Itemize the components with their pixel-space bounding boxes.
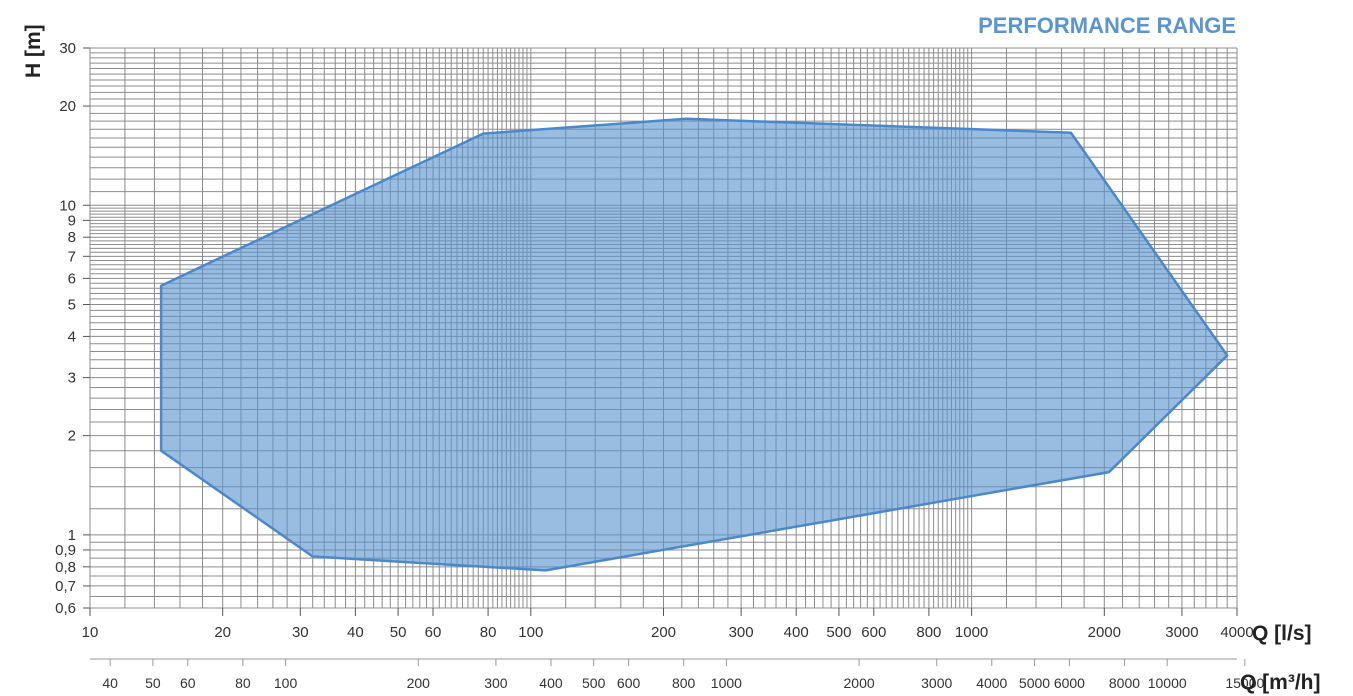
x2-tick-label: 300 (484, 675, 508, 691)
y-tick-label: 0,7 (55, 578, 76, 595)
y-tick-label: 30 (59, 40, 76, 57)
x-tick-label: 50 (390, 624, 407, 641)
x-tick-label: 30 (292, 624, 309, 641)
x2-tick-label: 60 (180, 675, 196, 691)
x2-tick-label: 2000 (844, 675, 875, 691)
x2-tick-label: 100 (274, 675, 298, 691)
x-tick-label: 300 (729, 624, 754, 641)
performance-region-layer (159, 117, 1229, 572)
y-axis-label: H [m] (22, 24, 45, 78)
x-tick-label: 4000 (1220, 624, 1253, 641)
x-tick-label: 40 (347, 624, 364, 641)
chart-title: PERFORMANCE RANGE (978, 13, 1236, 38)
x-tick-label: 3000 (1165, 624, 1198, 641)
y-tick-label: 0,8 (55, 559, 76, 576)
x2-tick-label: 5000 (1019, 675, 1050, 691)
x2-tick-label: 3000 (921, 675, 952, 691)
x-tick-label: 2000 (1088, 624, 1121, 641)
secondary-x-axis: 40 50 60 80 100 200 300 400 500 600 800 1000 2000 300… (90, 658, 1264, 691)
y-tick-label: 9 (68, 212, 76, 229)
y-tick-label: 7 (68, 248, 76, 265)
x-tick-label: 20 (214, 624, 231, 641)
x-tick-label: 100 (518, 624, 543, 641)
y-tick-label: 0,6 (55, 600, 76, 617)
x-tick-label: 400 (784, 624, 809, 641)
y-tick-label: 10 (59, 197, 76, 214)
x2-tick-label: 4000 (976, 675, 1007, 691)
x2-axis-label: Q [m³/h] (1240, 671, 1320, 694)
x-axis-ticks: 10 20 30 40 50 60 80 100 200 300 400 500 600 800 1000 2… (82, 608, 1254, 641)
y-tick-label: 20 (59, 98, 76, 115)
x2-tick-label: 80 (235, 675, 251, 691)
performance-region (159, 117, 1229, 572)
x2-tick-label: 1000 (711, 675, 742, 691)
x2-tick-label: 6000 (1054, 675, 1085, 691)
x2-tick-label: 15000 (1225, 675, 1264, 691)
x2-tick-label: 50 (145, 675, 161, 691)
y-tick-label: 6 (68, 270, 76, 287)
y-tick-label: 0,9 (55, 542, 76, 559)
x2-tick-label: 10000 (1148, 675, 1187, 691)
y-tick-label: 2 (68, 428, 76, 445)
y-tick-label: 4 (68, 328, 76, 345)
x2-tick-label: 400 (539, 675, 563, 691)
x-tick-label: 500 (826, 624, 851, 641)
x2-tick-label: 200 (407, 675, 431, 691)
x2-tick-label: 40 (102, 675, 118, 691)
x-tick-label: 200 (651, 624, 676, 641)
y-tick-label: 8 (68, 229, 76, 246)
x-tick-label: 60 (425, 624, 442, 641)
x-axis-label: Q [l/s] (1252, 622, 1312, 645)
x-tick-label: 10 (82, 624, 99, 641)
x2-tick-label: 600 (617, 675, 641, 691)
x2-tick-label: 8000 (1109, 675, 1140, 691)
y-tick-label: 3 (68, 370, 76, 387)
x-tick-label: 1000 (955, 624, 988, 641)
x-tick-label: 800 (916, 624, 941, 641)
x-tick-label: 600 (861, 624, 886, 641)
x2-tick-label: 800 (672, 675, 696, 691)
y-tick-label: 5 (68, 296, 76, 313)
x-tick-label: 80 (480, 624, 497, 641)
y-tick-label: 1 (68, 527, 76, 544)
x2-tick-label: 500 (582, 675, 606, 691)
